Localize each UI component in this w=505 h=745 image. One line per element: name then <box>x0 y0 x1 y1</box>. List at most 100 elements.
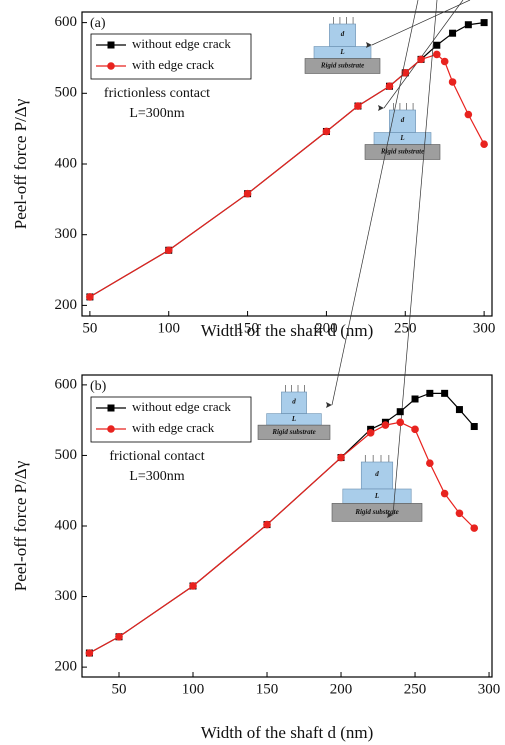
legend-box <box>90 33 252 80</box>
arrow-head <box>366 42 372 48</box>
inset-label: L <box>374 492 379 500</box>
marker <box>263 520 271 529</box>
marker <box>366 429 375 437</box>
x-tick-label: 250 <box>394 320 417 336</box>
annotation: frictional contact <box>109 449 204 464</box>
marker <box>85 649 94 657</box>
marker <box>322 127 331 136</box>
x-tick-label: 150 <box>236 320 259 336</box>
x-tick-label: 200 <box>330 681 353 697</box>
marker <box>411 395 419 403</box>
inset: d L Rigid substrate <box>304 0 471 74</box>
y-tick-label: 600 <box>55 14 78 30</box>
substrate <box>331 503 423 522</box>
inset-label: d <box>375 470 379 478</box>
x-tick-label: 100 <box>157 320 180 336</box>
legend-box <box>90 396 252 443</box>
x-tick-label: 300 <box>473 320 496 336</box>
legend-label: with edge crack <box>132 57 215 72</box>
substrate <box>304 58 381 74</box>
marker <box>115 632 123 641</box>
x-tick-label: 100 <box>182 681 205 697</box>
y-axis-label: Peel-off force P/Δγ <box>11 98 30 229</box>
marker <box>464 110 473 119</box>
inset: d L Rigid substrate <box>364 0 464 160</box>
inset-label: d <box>292 398 296 406</box>
y-tick-label: 300 <box>55 588 78 604</box>
inset: d L Rigid substrate <box>257 0 419 440</box>
inset-label: Rigid substrate <box>380 148 424 156</box>
arrow <box>383 0 464 109</box>
legend-marker <box>107 425 115 433</box>
marker <box>385 82 394 91</box>
marker <box>433 50 441 59</box>
marker <box>480 140 488 149</box>
marker <box>480 19 488 27</box>
marker <box>448 78 457 86</box>
marker <box>189 582 197 590</box>
marker <box>464 21 472 29</box>
arrow-head <box>326 402 332 408</box>
arrow <box>331 0 419 406</box>
inset-label: Rigid substrate <box>271 428 315 436</box>
inset-label: d <box>401 116 405 124</box>
y-tick-label: 200 <box>55 297 78 313</box>
marker <box>243 189 252 198</box>
inset-label: L <box>339 48 344 56</box>
marker <box>455 509 464 518</box>
marker <box>433 41 441 49</box>
marker <box>426 389 434 397</box>
legend-marker <box>107 404 115 412</box>
arrow <box>371 0 471 46</box>
legend-marker <box>107 62 115 70</box>
inset-label: Rigid substrate <box>354 508 398 516</box>
x-axis-label: Width of the shaft d (nm) <box>201 321 374 340</box>
annotation: L=300nm <box>129 469 184 484</box>
substrate <box>257 424 331 440</box>
marker <box>440 57 449 66</box>
legend-label: without edge crack <box>132 36 231 51</box>
marker <box>417 55 425 64</box>
y-tick-label: 400 <box>55 517 78 533</box>
inset: d L Rigid substrate <box>331 0 438 522</box>
x-tick-label: 300 <box>478 681 501 697</box>
legend-label: with edge crack <box>132 420 215 435</box>
x-tick-label: 250 <box>404 681 427 697</box>
substrate <box>364 144 441 160</box>
arrow <box>392 0 438 516</box>
y-tick-label: 300 <box>55 226 78 242</box>
x-tick-label: 50 <box>82 320 97 336</box>
inset-label: Rigid substrate <box>320 62 364 70</box>
marker <box>381 421 390 429</box>
marker <box>470 524 479 532</box>
marker <box>401 69 410 77</box>
arrow-head <box>387 512 393 518</box>
shaft <box>360 461 394 490</box>
x-axis-label: Width of the shaft d (nm) <box>201 723 374 742</box>
y-tick-label: 600 <box>55 376 78 392</box>
inset-label: L <box>399 134 404 142</box>
marker <box>354 102 362 110</box>
inset-label: L <box>291 415 296 423</box>
annotation: frictionless contact <box>104 86 210 101</box>
marker <box>411 425 419 434</box>
marker <box>449 29 457 37</box>
x-tick-label: 200 <box>315 320 338 336</box>
marker <box>426 459 434 468</box>
y-axis-label: Peel-off force P/Δγ <box>11 460 30 591</box>
arrow-head <box>378 105 384 111</box>
marker <box>337 453 345 462</box>
legend-label: without edge crack <box>132 399 231 414</box>
y-tick-label: 500 <box>55 85 78 101</box>
panel-label: (b) <box>90 379 107 394</box>
y-tick-label: 200 <box>55 659 78 675</box>
marker <box>470 423 478 431</box>
marker <box>164 246 173 255</box>
x-tick-label: 50 <box>112 681 127 697</box>
annotation: L=300nm <box>129 106 184 121</box>
marker <box>455 406 463 414</box>
marker <box>441 389 449 397</box>
panel-label: (a) <box>90 16 106 31</box>
x-tick-label: 150 <box>256 681 279 697</box>
